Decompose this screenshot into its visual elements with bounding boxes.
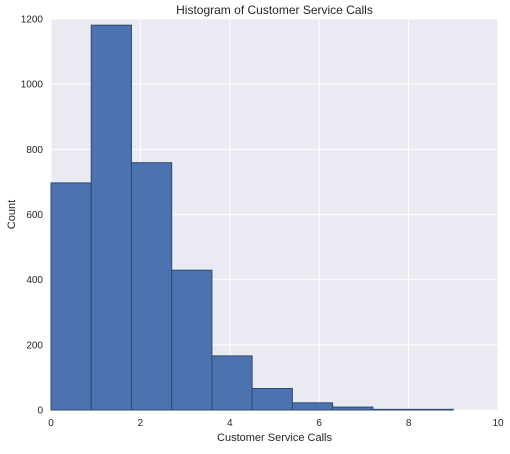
x-tick-label: 10: [492, 418, 504, 429]
x-tick-label: 0: [48, 418, 54, 429]
chart-title: Histogram of Customer Service Calls: [176, 3, 373, 17]
histogram-bar: [291, 402, 334, 411]
histogram-bar: [211, 355, 253, 411]
histogram-bars: [50, 24, 454, 411]
histogram-bar: [130, 162, 173, 411]
y-axis-label: Count: [6, 200, 18, 229]
y-tick-label: 800: [26, 145, 43, 156]
y-tick-label: 400: [26, 275, 43, 286]
x-tick-label: 8: [406, 418, 412, 429]
x-tick-labels: 0 2 4 6 8 10: [48, 418, 504, 429]
histogram-bar: [412, 408, 454, 411]
y-tick-label: 600: [26, 210, 43, 221]
y-tick-label: 1000: [21, 80, 44, 91]
histogram-bar: [332, 406, 374, 411]
y-tick-labels: 0 200 400 600 800 1000 1200: [21, 15, 44, 417]
histogram-bar: [50, 182, 92, 411]
y-tick-label: 0: [37, 406, 43, 417]
x-axis-label: Customer Service Calls: [217, 432, 332, 444]
x-tick-label: 6: [316, 418, 322, 429]
histogram-bar: [251, 387, 293, 411]
x-tick-label: 4: [227, 418, 233, 429]
histogram-bar: [372, 408, 414, 411]
histogram-bar: [171, 269, 213, 411]
x-tick-label: 2: [138, 418, 144, 429]
y-tick-label: 200: [26, 340, 43, 351]
histogram-bar: [90, 24, 132, 411]
y-tick-label: 1200: [21, 15, 44, 26]
